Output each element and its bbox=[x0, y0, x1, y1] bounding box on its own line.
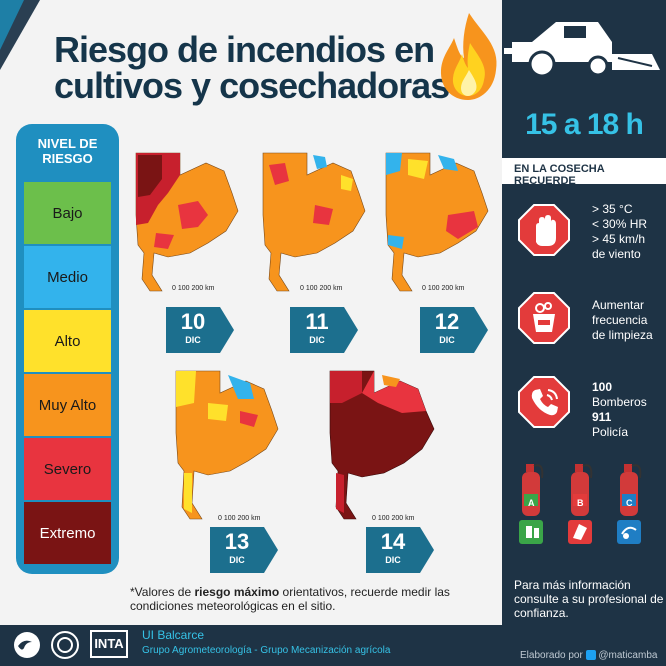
date-day: 10 bbox=[180, 309, 206, 334]
date-month: DIC bbox=[229, 555, 245, 565]
extinguisher-b-icon bbox=[568, 464, 593, 544]
inta-logo: INTA bbox=[90, 630, 128, 658]
credit-label: Elaborado por bbox=[520, 650, 583, 661]
footer-credit: Elaborado por @maticamba bbox=[520, 650, 657, 661]
cleaning-line-2: frecuencia bbox=[592, 313, 648, 327]
date-badge-11: 11 DIC bbox=[290, 307, 358, 353]
map-day-12 bbox=[385, 152, 489, 292]
date-day: 12 bbox=[434, 309, 460, 334]
harvest-heading: EN LA COSECHA RECUERDE bbox=[514, 163, 605, 187]
scale-bar-day-13: 0 100 200 km bbox=[218, 515, 261, 522]
legend-level-severo: Severo bbox=[24, 438, 111, 500]
more-info-text: Para más información consulte a su profe… bbox=[514, 578, 664, 620]
condition-temperature: > 35 °C bbox=[592, 202, 633, 216]
police-label: Policía bbox=[592, 425, 629, 439]
hours-highlight: 15 a 18 h bbox=[525, 108, 644, 141]
footer-org: UI Balcarce bbox=[142, 628, 205, 642]
scale-bar-day-10: 0 100 200 km bbox=[172, 285, 215, 292]
date-badge-12: 12 DIC bbox=[420, 307, 488, 353]
legend-title: NIVEL DE RIESGO bbox=[16, 136, 119, 166]
map-day-11 bbox=[262, 152, 366, 292]
extinguisher-b-label: B bbox=[577, 498, 584, 508]
map-day-14 bbox=[329, 370, 435, 520]
condition-humidity: < 30% HR bbox=[592, 217, 648, 231]
credit-handle[interactable]: @maticamba bbox=[598, 650, 658, 661]
seal-logo-icon bbox=[51, 631, 79, 659]
extinguisher-a-icon bbox=[519, 464, 544, 544]
corner-accent bbox=[0, 0, 24, 50]
legend-title-line-1: NIVEL DE bbox=[37, 136, 98, 151]
legend-level-muy-alto: Muy Alto bbox=[24, 374, 111, 436]
legend-level-medio: Medio bbox=[24, 246, 111, 308]
date-month: DIC bbox=[385, 555, 401, 565]
phone-icon bbox=[518, 376, 570, 428]
emergency-numbers: 100 Bomberos 911 Policía bbox=[592, 380, 647, 440]
flame-icon bbox=[440, 13, 497, 100]
footnote: *Valores de riesgo máximo orientativos, … bbox=[130, 585, 500, 613]
legend-level-extremo: Extremo bbox=[24, 502, 111, 564]
conditions-list: > 35 °C < 30% HR > 45 km/h de viento bbox=[592, 202, 647, 262]
cleaning-line-1: Aumentar bbox=[592, 298, 645, 312]
date-day: 14 bbox=[380, 529, 406, 554]
footnote-prefix: *Valores de bbox=[130, 585, 195, 599]
date-day: 11 bbox=[305, 309, 329, 334]
footer-groups: Grupo Agrometeorología - Grupo Mecanizac… bbox=[142, 645, 391, 656]
title-line-2: cultivos y cosechadoras bbox=[54, 65, 450, 106]
date-badge-14: 14 DIC bbox=[366, 527, 434, 573]
extinguisher-c-label: C bbox=[626, 498, 633, 508]
legend-level-bajo: Bajo bbox=[24, 182, 111, 244]
date-month: DIC bbox=[185, 335, 201, 345]
legend-level-alto: Alto bbox=[24, 310, 111, 372]
twitter-icon bbox=[585, 650, 596, 661]
scale-bar-day-12: 0 100 200 km bbox=[422, 285, 465, 292]
footnote-suffix: orientativos, recuerde medir las condici… bbox=[130, 585, 450, 613]
date-badge-10: 10 DIC bbox=[166, 307, 234, 353]
date-month: DIC bbox=[309, 335, 325, 345]
cleaning-tip: Aumentar frecuencia de limpieza bbox=[592, 298, 653, 343]
cleaning-line-3: de limpieza bbox=[592, 328, 653, 342]
page-title: Riesgo de incendios en cultivos y cosech… bbox=[54, 32, 454, 104]
map-day-13 bbox=[175, 370, 279, 520]
map-day-10 bbox=[135, 152, 239, 292]
date-day: 13 bbox=[224, 529, 250, 554]
title-line-1: Riesgo de incendios en bbox=[54, 29, 435, 70]
harvest-heading-bar bbox=[502, 158, 666, 184]
extinguisher-c-icon bbox=[617, 464, 642, 544]
condition-wind-label: de viento bbox=[592, 247, 641, 261]
combine-harvester-icon bbox=[504, 22, 660, 78]
condition-wind: > 45 km/h bbox=[592, 232, 646, 246]
extinguisher-a-label: A bbox=[528, 498, 535, 508]
map-panel: 0 100 200 km 0 100 200 km 0 100 200 km bbox=[120, 135, 500, 575]
sidebar: 15 a 18 h EN LA COSECHA RECUERDE > 35 °C… bbox=[502, 0, 666, 625]
stop-hand-icon bbox=[518, 204, 570, 256]
scale-bar-day-14: 0 100 200 km bbox=[372, 515, 415, 522]
scale-bar-day-11: 0 100 200 km bbox=[300, 285, 343, 292]
footnote-bold: riesgo máximo bbox=[194, 585, 280, 599]
cleaning-bucket-icon bbox=[518, 292, 570, 344]
date-badge-13: 13 DIC bbox=[210, 527, 278, 573]
date-month: DIC bbox=[439, 335, 455, 345]
firefighters-number: 100 bbox=[592, 380, 613, 394]
legend-title-line-2: RIESGO bbox=[42, 151, 93, 166]
wave-logo-icon bbox=[14, 632, 40, 658]
police-number: 911 bbox=[592, 410, 612, 424]
firefighters-label: Bomberos bbox=[592, 395, 647, 409]
risk-legend: NIVEL DE RIESGO Bajo Medio Alto Muy Alto… bbox=[16, 124, 119, 574]
